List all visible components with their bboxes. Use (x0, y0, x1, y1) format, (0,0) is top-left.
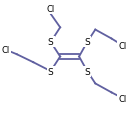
Text: Cl: Cl (2, 46, 10, 55)
Text: Cl: Cl (118, 41, 127, 50)
Text: S: S (48, 38, 54, 47)
Text: S: S (84, 38, 90, 47)
Text: S: S (48, 67, 54, 76)
Text: S: S (84, 67, 90, 76)
Text: Cl: Cl (47, 5, 55, 14)
Text: Cl: Cl (118, 94, 127, 103)
